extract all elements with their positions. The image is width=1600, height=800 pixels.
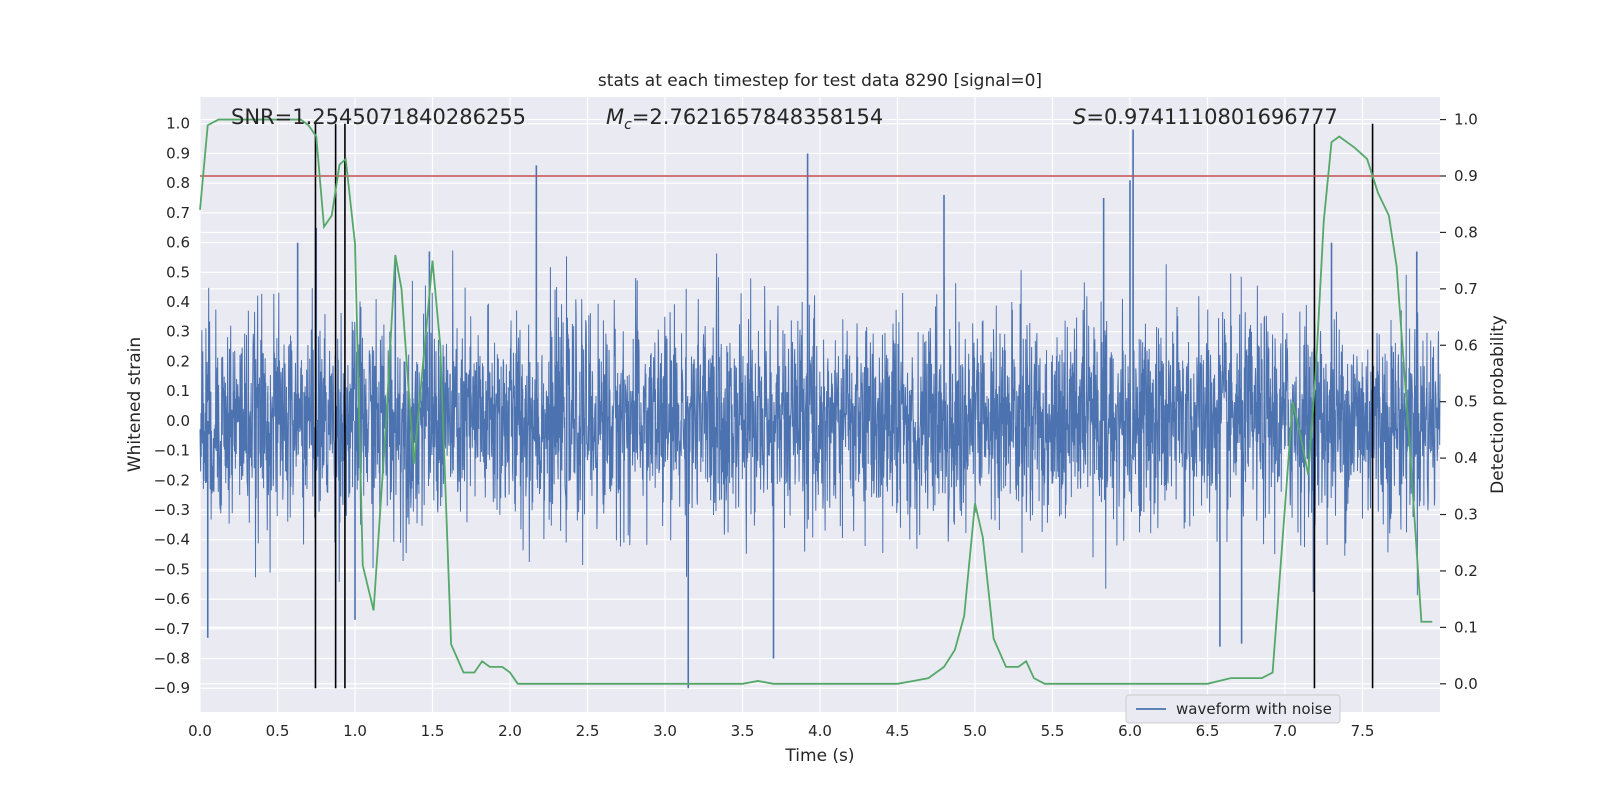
y-tick-label-left: −0.9 [154, 679, 190, 697]
y-tick-label-left: −0.8 [154, 650, 190, 668]
waveform-trace [199, 250, 1441, 596]
y-tick-label-right: 0.9 [1454, 167, 1478, 185]
x-tick-label: 6.5 [1196, 722, 1220, 740]
x-tick-label: 3.5 [731, 722, 755, 740]
y-tick-label-left: 0.3 [166, 323, 190, 341]
x-tick-label: 7.0 [1273, 722, 1297, 740]
y-tick-label-right: 0.4 [1454, 449, 1478, 467]
y-axis-label-left: Whitened strain [125, 337, 145, 472]
y-tick-label-left: −0.5 [154, 560, 190, 578]
y-tick-label-left: 0.4 [166, 293, 190, 311]
x-tick-label: 7.5 [1351, 722, 1375, 740]
y-tick-label-left: 0.8 [166, 174, 190, 192]
legend-box [1125, 694, 1341, 724]
x-tick-label: 0.0 [188, 722, 212, 740]
chart-title: stats at each timestep for test data 829… [598, 71, 1042, 91]
y-tick-label-right: 0.1 [1454, 618, 1478, 636]
x-tick-label: 5.0 [963, 722, 987, 740]
y-tick-label-right: 1.0 [1454, 111, 1478, 129]
x-tick-label: 6.0 [1118, 722, 1142, 740]
x-tick-label: 1.5 [421, 722, 445, 740]
y-tick-label-left: −0.7 [154, 620, 190, 638]
y-tick-label-left: −0.6 [154, 590, 190, 608]
x-axis-label: Time (s) [784, 746, 854, 766]
y-tick-label-left: 1.0 [166, 115, 190, 133]
s-symbol: S [1073, 105, 1086, 129]
vertical-markers [314, 123, 1374, 689]
s-value: =0.9741110801696777 [1086, 105, 1337, 129]
y-tick-label-left: −0.4 [154, 531, 190, 549]
legend: waveform with noise [1125, 694, 1341, 724]
s-annotation: S=0.9741110801696777 [1073, 105, 1338, 129]
chirp-mass-value: =2.7621657848358154 [632, 105, 883, 129]
x-tick-label: 3.0 [653, 722, 677, 740]
snr-annotation: SNR=1.2545071840286255 [231, 105, 526, 129]
y-tick-label-right: 0.7 [1454, 280, 1478, 298]
y-axis-label-right: Detection probability [1488, 315, 1508, 494]
x-tick-label: 0.5 [266, 722, 290, 740]
waveform-with-noise-series [199, 129, 1441, 689]
y-tick-label-right: 0.6 [1454, 336, 1478, 354]
x-tick-label: 4.5 [886, 722, 910, 740]
y-tick-label-right: 0.2 [1454, 562, 1478, 580]
x-tick-label: 5.5 [1041, 722, 1065, 740]
y-tick-label-left: −0.3 [154, 501, 190, 519]
y-tick-label-right: 0.0 [1454, 675, 1478, 693]
detection-probability-series [199, 118, 1433, 685]
y-tick-label-left: 0.2 [166, 352, 190, 370]
y-tick-label-left: 0.9 [166, 144, 190, 162]
chirp-mass-subscript: c [624, 117, 632, 133]
y-tick-label-left: 0.1 [166, 382, 190, 400]
chirp-mass-symbol: M [606, 105, 624, 129]
chirp-mass-annotation: Mc=2.7621657848358154 [606, 105, 883, 133]
y-tick-label-left: −0.2 [154, 471, 190, 489]
legend-entry: waveform with noise [1176, 700, 1332, 718]
y-tick-label-right: 0.3 [1454, 506, 1478, 524]
x-tick-label: 1.0 [343, 722, 367, 740]
y-tick-label-left: 0.5 [166, 263, 190, 281]
x-tick-label: 2.5 [576, 722, 600, 740]
y-tick-label-left: 0.0 [166, 412, 190, 430]
y-tick-label-left: 0.7 [166, 204, 190, 222]
y-tick-label-right: 0.8 [1454, 223, 1478, 241]
ticks: 0.0 0.5 1.0 1.5 2.0 2.5 3.0 3.5 4.0 4.5 5.0 5.5 6.0 6… [154, 111, 1478, 740]
y-tick-label-right: 0.5 [1454, 393, 1478, 411]
x-tick-label: 4.0 [808, 722, 832, 740]
y-tick-label-left: 0.6 [166, 234, 190, 252]
x-tick-label: 2.0 [498, 722, 522, 740]
y-tick-label-left: −0.1 [154, 442, 190, 460]
